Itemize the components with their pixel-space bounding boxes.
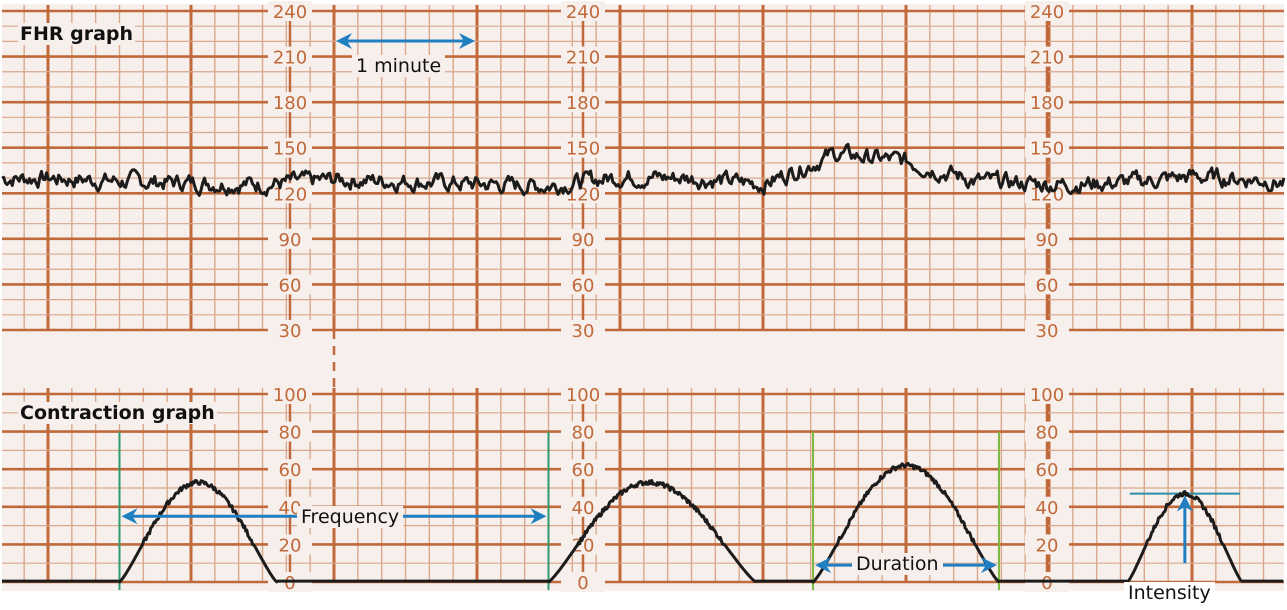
svg-text:30: 30 bbox=[1036, 321, 1059, 342]
svg-text:0: 0 bbox=[577, 573, 588, 594]
svg-text:80: 80 bbox=[572, 423, 595, 444]
fhr-graph-title: FHR graph bbox=[18, 23, 136, 45]
frequency-label: Frequency bbox=[297, 506, 404, 528]
svg-text:100: 100 bbox=[273, 385, 307, 406]
svg-text:240: 240 bbox=[1030, 2, 1064, 23]
svg-text:180: 180 bbox=[273, 93, 307, 114]
svg-text:90: 90 bbox=[279, 230, 302, 251]
one-minute-label: 1 minute bbox=[352, 55, 446, 77]
svg-text:60: 60 bbox=[572, 275, 595, 296]
svg-text:30: 30 bbox=[572, 321, 595, 342]
chart-paper bbox=[2, 4, 1284, 591]
svg-text:40: 40 bbox=[1036, 498, 1059, 519]
svg-text:60: 60 bbox=[1036, 275, 1059, 296]
svg-text:210: 210 bbox=[1030, 48, 1064, 69]
traces bbox=[1, 142, 1286, 584]
svg-text:90: 90 bbox=[572, 230, 595, 251]
svg-text:0: 0 bbox=[284, 573, 295, 594]
svg-text:120: 120 bbox=[273, 184, 307, 205]
svg-text:60: 60 bbox=[279, 460, 302, 481]
svg-text:150: 150 bbox=[566, 139, 600, 160]
svg-text:120: 120 bbox=[566, 184, 600, 205]
svg-text:150: 150 bbox=[1030, 139, 1064, 160]
annotation-arrows bbox=[121, 33, 1193, 574]
svg-text:20: 20 bbox=[1036, 535, 1059, 556]
svg-text:60: 60 bbox=[1036, 460, 1059, 481]
svg-text:180: 180 bbox=[1030, 93, 1064, 114]
svg-text:0: 0 bbox=[1041, 573, 1052, 594]
svg-text:20: 20 bbox=[572, 535, 595, 556]
svg-text:60: 60 bbox=[572, 460, 595, 481]
svg-text:180: 180 bbox=[566, 93, 600, 114]
annotation-markers bbox=[118, 431, 1240, 590]
svg-text:30: 30 bbox=[279, 321, 302, 342]
svg-text:240: 240 bbox=[566, 2, 600, 23]
grid-lines bbox=[2, 5, 1284, 584]
svg-text:100: 100 bbox=[566, 385, 600, 406]
contraction-graph-title: Contraction graph bbox=[18, 402, 217, 424]
svg-text:60: 60 bbox=[279, 275, 302, 296]
svg-text:90: 90 bbox=[1036, 230, 1059, 251]
svg-text:40: 40 bbox=[572, 498, 595, 519]
duration-label: Duration bbox=[852, 553, 943, 575]
svg-text:210: 210 bbox=[566, 48, 600, 69]
svg-text:20: 20 bbox=[279, 535, 302, 556]
intensity-label: Intensity bbox=[1124, 582, 1215, 604]
svg-text:80: 80 bbox=[1036, 423, 1059, 444]
svg-text:150: 150 bbox=[273, 139, 307, 160]
svg-text:210: 210 bbox=[273, 48, 307, 69]
svg-text:100: 100 bbox=[1030, 385, 1064, 406]
svg-text:80: 80 bbox=[279, 423, 302, 444]
svg-text:240: 240 bbox=[273, 2, 307, 23]
y-axis-labels: 240 210 180 150 120 90 60 30 240 210 180 150 120 90 60… bbox=[268, 1, 1069, 594]
svg-text:40: 40 bbox=[279, 498, 302, 519]
